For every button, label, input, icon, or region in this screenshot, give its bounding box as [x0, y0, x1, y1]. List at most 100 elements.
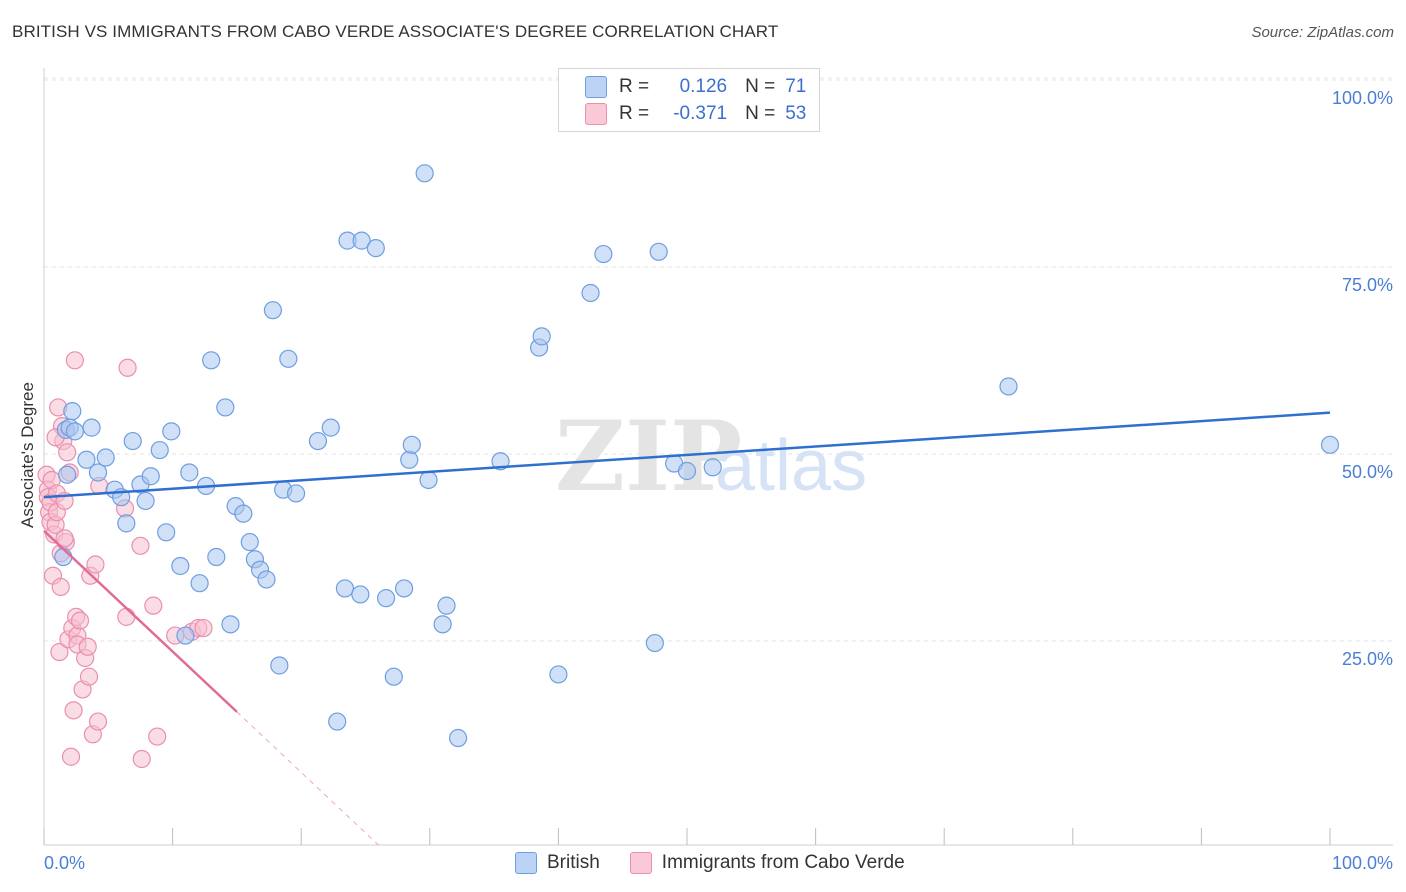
- british-point: [123, 431, 142, 451]
- british-swatch: [585, 76, 607, 98]
- british-point: [77, 450, 96, 469]
- cabo-verde-swatch: [629, 852, 652, 874]
- british-point: [400, 450, 419, 469]
- cabo-verde-point: [132, 749, 151, 769]
- legend-row-british: R = 0.126 N = 71: [585, 74, 806, 100]
- trend-lines: [43, 411, 1331, 846]
- british-point: [366, 238, 385, 258]
- british-point: [162, 422, 181, 441]
- watermark-atlas: atlas: [715, 426, 867, 506]
- british-point: [419, 470, 438, 490]
- british-point: [176, 626, 195, 645]
- legend-n-value: 71: [785, 76, 807, 97]
- trend-line-extension: [236, 711, 379, 846]
- y-axis-label: Associate's Degree: [18, 382, 37, 528]
- british-point: [703, 458, 722, 477]
- cabo-verde-point: [117, 607, 136, 626]
- cabo-verde-point: [79, 667, 99, 686]
- cabo-verde-point: [55, 529, 74, 548]
- legend-n-value: 53: [785, 103, 807, 124]
- cabo-verde-point: [64, 701, 83, 720]
- legend-label-cabo-verde: Immigrants from Cabo Verde: [661, 852, 905, 873]
- cabo-verde-swatch: [585, 103, 607, 125]
- british-point: [351, 585, 370, 604]
- cabo-verde-point: [118, 358, 137, 377]
- legend-row-cabo-verde: R = -0.371 N = 53: [585, 101, 806, 127]
- british-point: [240, 532, 259, 552]
- british-point: [63, 402, 82, 421]
- trend-line-cabo-verde: [43, 529, 238, 713]
- british-point: [352, 231, 371, 250]
- y-tick-label: 25.0%: [1342, 649, 1393, 669]
- legend-n-label: N =: [745, 76, 776, 97]
- british-point: [54, 547, 73, 567]
- y-tick-labels: 25.0% 50.0% 75.0% 100.0%: [1332, 88, 1393, 669]
- british-point: [82, 418, 101, 437]
- british-point: [1320, 435, 1340, 454]
- british-point: [532, 327, 551, 346]
- british-point: [216, 398, 235, 417]
- axes: [43, 68, 1393, 846]
- british-point: [190, 574, 209, 593]
- british-point: [180, 463, 199, 482]
- y-tick-label: 75.0%: [1342, 275, 1393, 295]
- cabo-verde-point: [194, 618, 213, 638]
- british-point: [202, 351, 221, 370]
- british-point: [308, 431, 328, 451]
- chart-title: BRITISH VS IMMIGRANTS FROM CABO VERDE AS…: [12, 22, 779, 41]
- british-point: [58, 465, 77, 484]
- british-point: [335, 579, 355, 598]
- legend-r-value: -0.371: [673, 103, 728, 124]
- watermark: ZIP atlas: [555, 400, 867, 513]
- british-point: [234, 504, 253, 523]
- british-point: [279, 349, 298, 368]
- cabo-verde-point: [58, 443, 77, 462]
- british-point: [257, 570, 276, 589]
- british-point: [286, 484, 306, 503]
- british-point: [394, 579, 414, 598]
- cabo-verde-point: [131, 536, 150, 555]
- british-point: [150, 440, 169, 460]
- british-point: [263, 301, 283, 320]
- british-point: [433, 615, 452, 634]
- british-point: [207, 547, 226, 567]
- british-point: [384, 667, 403, 686]
- british-point: [321, 418, 340, 437]
- british-point: [328, 712, 347, 731]
- legend-item-cabo-verde[interactable]: Immigrants from Cabo Verde: [629, 852, 905, 874]
- british-point: [448, 728, 468, 748]
- british-point: [88, 463, 108, 482]
- legend-item-british[interactable]: British: [515, 852, 600, 874]
- cabo-verde-point: [86, 555, 105, 574]
- cabo-verde-point: [144, 596, 163, 615]
- british-point: [65, 422, 84, 441]
- british-point: [171, 556, 190, 576]
- cabo-verde-point: [65, 351, 84, 370]
- british-point: [491, 452, 510, 471]
- y-tick-label: 50.0%: [1342, 462, 1393, 482]
- source-label: Source: ZipAtlas.com: [1251, 24, 1394, 41]
- legend-r-label: R =: [619, 103, 650, 124]
- british-point: [649, 242, 668, 261]
- cabo-verde-point: [148, 727, 167, 746]
- british-point: [117, 514, 136, 533]
- legend-r-label: R =: [619, 76, 650, 97]
- british-point: [594, 244, 613, 264]
- cabo-verde-point: [78, 637, 97, 656]
- british-point: [376, 589, 396, 608]
- cabo-verde-point: [50, 642, 69, 662]
- cabo-verde-point: [51, 577, 70, 597]
- cabo-verde-point: [61, 747, 81, 766]
- british-point: [999, 377, 1018, 396]
- british-points: [54, 164, 1340, 748]
- british-point: [270, 656, 289, 675]
- legend-r-value: 0.126: [679, 76, 728, 97]
- x-tick-label-min: 0.0%: [44, 853, 85, 873]
- x-tick-label-max: 100.0%: [1332, 853, 1393, 873]
- british-point: [221, 615, 240, 634]
- series-legend: British Immigrants from Cabo Verde: [515, 852, 935, 874]
- legend-label-british: British: [547, 852, 600, 873]
- cabo-verde-point: [88, 712, 108, 731]
- british-point: [157, 523, 176, 542]
